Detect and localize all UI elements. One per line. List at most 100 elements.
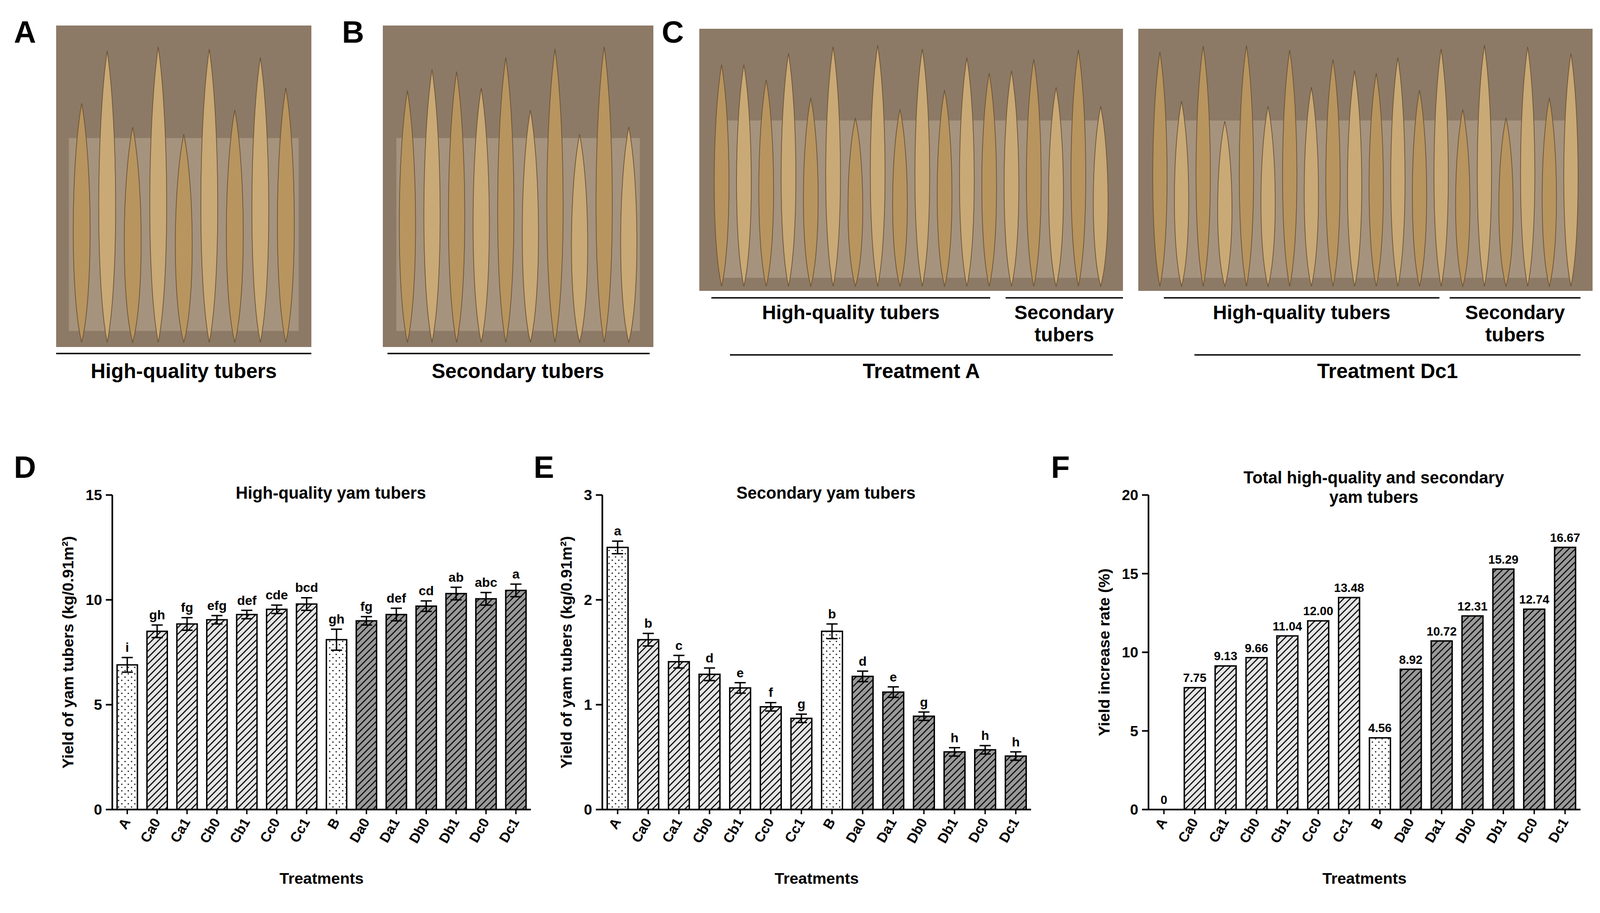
x-tick (1193, 809, 1196, 815)
x-tick-label: Dc1 (995, 815, 1022, 846)
y-tick (1141, 651, 1149, 654)
x-tick (1502, 809, 1504, 815)
tuber (149, 46, 167, 343)
error-bar (151, 625, 163, 638)
bar (356, 620, 377, 810)
x-tick (365, 809, 368, 815)
error-cap (211, 623, 223, 625)
x-tick-label: Cc0 (256, 815, 283, 846)
x-tick-label: Cb0 (689, 815, 716, 847)
error-cap (826, 623, 838, 625)
tuber (1070, 50, 1086, 287)
x-tick-label: Da0 (842, 815, 869, 846)
error-cap (1010, 759, 1022, 762)
tuber (226, 109, 244, 343)
x-tick-label: Da0 (346, 815, 373, 846)
significance-letter: d (858, 654, 867, 669)
x-tick-label: Ca1 (658, 815, 685, 846)
y-tick (595, 703, 603, 706)
error-bar (450, 587, 462, 600)
error-cap (390, 620, 402, 622)
error-stem (678, 655, 680, 669)
error-cap (979, 753, 991, 755)
tuber (399, 90, 416, 343)
error-cap (612, 553, 624, 555)
chart: ESecondary yam tubersabcdefgbdeghhh0123A… (533, 450, 1032, 888)
y-tick (105, 599, 113, 601)
significance-letter: f (768, 685, 774, 700)
significance-letter: a (512, 567, 520, 582)
photo (699, 28, 1123, 291)
x-tick (892, 809, 895, 815)
x-axis-title: Treatments (774, 869, 859, 888)
x-tick-label: Db0 (1452, 815, 1479, 847)
error-cap (480, 604, 492, 607)
chart: FTotal high-quality and secondaryyam tub… (1051, 450, 1581, 888)
data-label: 12.74 (1519, 592, 1550, 607)
x-tick (678, 809, 680, 815)
bar (1369, 737, 1391, 810)
y-axis (111, 495, 114, 810)
x-tick-label: Cb0 (1236, 815, 1263, 847)
y-tick (1141, 573, 1149, 575)
tuber (1498, 117, 1514, 287)
x-tick-label: A (115, 815, 134, 833)
x-tick (1440, 809, 1443, 815)
significance-letter: gh (328, 612, 345, 627)
error-stem (245, 610, 248, 620)
x-axis-title: Treatments (1322, 869, 1407, 888)
significance-letter: g (797, 696, 806, 712)
y-tick-label: 20 (1121, 486, 1139, 504)
bars (116, 584, 526, 810)
tuber (1433, 48, 1449, 287)
significance-letter: abc (474, 575, 497, 590)
x-tick (1225, 809, 1227, 815)
tuber (497, 57, 514, 343)
significance-letter: h (980, 728, 989, 743)
x-tick-label: Cc1 (781, 815, 808, 846)
x-axis (602, 808, 1032, 811)
photo (56, 25, 312, 348)
bar (1005, 756, 1027, 810)
error-cap (420, 610, 433, 613)
tuber (1390, 57, 1406, 287)
x-tick (305, 809, 308, 815)
x-tick (1015, 809, 1017, 815)
error-cap (480, 592, 492, 594)
bar (1554, 547, 1576, 810)
panel-letter: B (341, 14, 365, 50)
panel-letter: A (13, 14, 37, 50)
error-cap (121, 671, 133, 673)
y-tick-label: 15 (1121, 565, 1139, 583)
error-cap (241, 609, 253, 612)
x-tick (984, 809, 987, 815)
data-label: 13.48 (1334, 580, 1365, 595)
y-tick-label: 15 (85, 486, 103, 504)
x-tick-label: Cb1 (1267, 815, 1294, 847)
error-stem (485, 592, 487, 606)
error-stem (862, 671, 864, 683)
error-stem (156, 625, 158, 638)
chart: DHigh-quality yam tubersighfgefgdefcdebc… (13, 450, 531, 888)
x-axis (112, 808, 531, 811)
bar (296, 604, 317, 810)
tuber (1260, 106, 1276, 287)
bars (1184, 547, 1576, 810)
photo-caption: Secondary tubers (431, 359, 605, 383)
figure: AHigh-quality tubersBSecondary tubersCHi… (0, 0, 1600, 913)
photo-ground (382, 25, 654, 348)
y-tick-label: 1 (583, 696, 593, 714)
error-stem (216, 615, 218, 625)
x-tick (186, 809, 188, 815)
error-cap (361, 616, 373, 618)
photo (1138, 28, 1593, 291)
y-axis-title: Yield of yam tubers (kg/0.91m²) (58, 535, 77, 769)
x-tick (831, 809, 833, 815)
bar (913, 716, 935, 810)
tuber (937, 90, 953, 287)
x-tick-label: Da1 (873, 815, 900, 846)
x-tick-label: Dc0 (465, 815, 492, 846)
error-cap (420, 600, 433, 602)
y-tick-label: 10 (85, 591, 103, 609)
error-cap (301, 597, 313, 599)
